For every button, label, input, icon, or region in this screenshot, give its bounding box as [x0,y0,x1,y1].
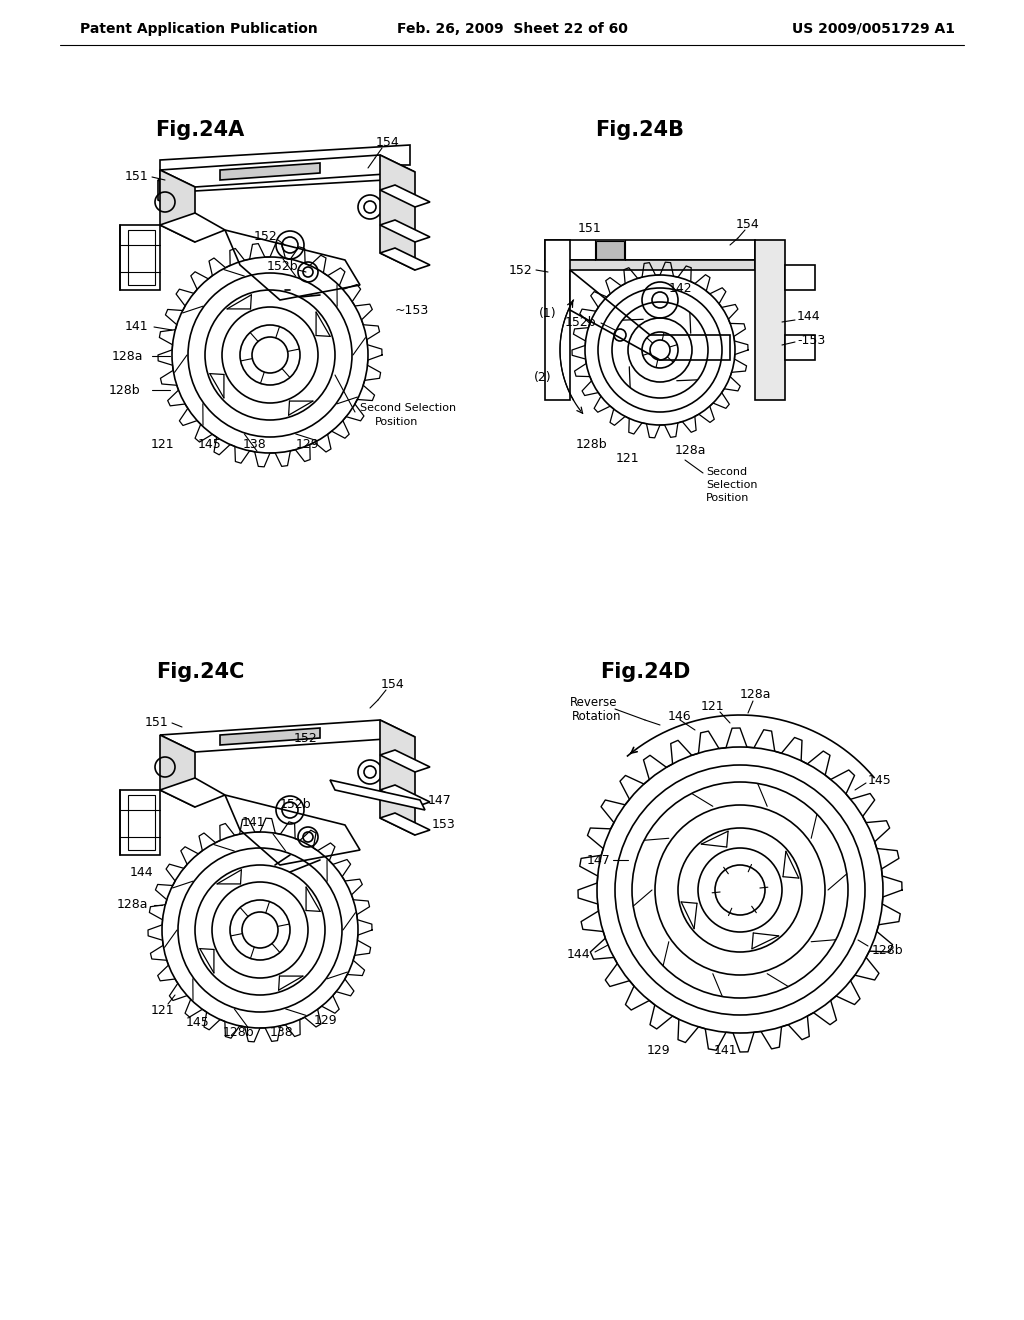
Text: 144: 144 [797,310,820,323]
Text: 128b: 128b [575,438,607,451]
Text: 128b: 128b [109,384,140,396]
Text: ~153: ~153 [395,304,429,317]
Polygon shape [596,242,624,259]
Text: 152b: 152b [564,317,596,330]
Text: 142: 142 [669,281,692,294]
Text: Reverse: Reverse [570,697,617,710]
Text: 152: 152 [294,733,317,746]
Polygon shape [330,780,425,810]
Polygon shape [545,240,755,260]
Text: 121: 121 [151,1003,174,1016]
Polygon shape [380,750,430,772]
Text: Fig.24D: Fig.24D [600,663,690,682]
Polygon shape [380,220,430,242]
Polygon shape [120,224,160,290]
Polygon shape [160,213,225,242]
Text: 121: 121 [615,451,639,465]
Text: 128a: 128a [739,689,771,701]
Polygon shape [380,185,430,207]
Polygon shape [380,154,415,271]
Text: Fig.24A: Fig.24A [156,120,245,140]
Text: US 2009/0051729 A1: US 2009/0051729 A1 [792,22,955,36]
Text: 153: 153 [432,818,456,832]
Text: 128a: 128a [117,899,148,912]
Polygon shape [158,180,182,213]
Text: Position: Position [375,417,419,426]
Text: Rotation: Rotation [572,710,622,722]
Polygon shape [785,335,815,360]
Text: 141: 141 [713,1044,737,1056]
Text: 128b: 128b [872,944,903,957]
Text: 145: 145 [186,1015,210,1028]
Text: 141: 141 [242,816,265,829]
Text: 129: 129 [313,1014,337,1027]
Text: Patent Application Publication: Patent Application Publication [80,22,317,36]
Polygon shape [220,729,319,744]
Polygon shape [380,719,415,836]
Text: 129: 129 [646,1044,670,1056]
Polygon shape [380,248,430,271]
Text: 152b: 152b [266,260,298,273]
Text: 152b: 152b [280,799,311,812]
Text: Selection: Selection [706,480,758,490]
Text: 144: 144 [566,949,590,961]
Text: 121: 121 [700,700,724,713]
Text: 151: 151 [144,717,168,730]
Polygon shape [225,230,360,300]
Polygon shape [755,240,785,400]
Text: -153: -153 [797,334,825,346]
Text: 152: 152 [254,231,278,243]
Text: 128a: 128a [674,444,706,457]
Text: Second: Second [706,467,748,477]
Polygon shape [380,813,430,836]
Text: 151: 151 [124,170,148,183]
Text: 147: 147 [428,793,452,807]
Polygon shape [225,795,360,865]
Polygon shape [160,777,225,807]
Polygon shape [160,145,410,193]
Polygon shape [545,240,570,400]
Text: 151: 151 [579,222,602,235]
Polygon shape [220,162,319,180]
Text: 147: 147 [587,854,610,866]
Text: Position: Position [706,492,750,503]
Text: 154: 154 [736,219,760,231]
Text: Fig.24C: Fig.24C [156,663,244,682]
Polygon shape [160,170,195,242]
Text: 146: 146 [668,710,691,722]
Text: 141: 141 [124,321,148,334]
Text: Second Selection: Second Selection [360,403,456,413]
Polygon shape [160,719,415,752]
Text: 154: 154 [381,677,404,690]
Text: (2): (2) [535,371,552,384]
Polygon shape [160,735,195,807]
Polygon shape [570,271,730,360]
Text: 129: 129 [295,438,318,451]
Text: 144: 144 [129,866,153,879]
Polygon shape [160,154,415,187]
Polygon shape [158,165,410,190]
Polygon shape [545,260,755,271]
Text: 145: 145 [198,438,222,451]
Polygon shape [380,785,430,807]
Text: 152: 152 [508,264,532,276]
Text: 128a: 128a [112,350,143,363]
Polygon shape [785,265,815,290]
Text: 128b: 128b [222,1026,254,1039]
Text: (1): (1) [540,306,557,319]
Text: 138: 138 [270,1026,294,1039]
Text: 154: 154 [376,136,400,149]
Text: Fig.24B: Fig.24B [596,120,684,140]
Text: 138: 138 [243,438,267,451]
Text: Feb. 26, 2009  Sheet 22 of 60: Feb. 26, 2009 Sheet 22 of 60 [396,22,628,36]
Text: 145: 145 [868,774,892,787]
Polygon shape [120,789,160,855]
Text: 121: 121 [151,438,174,451]
